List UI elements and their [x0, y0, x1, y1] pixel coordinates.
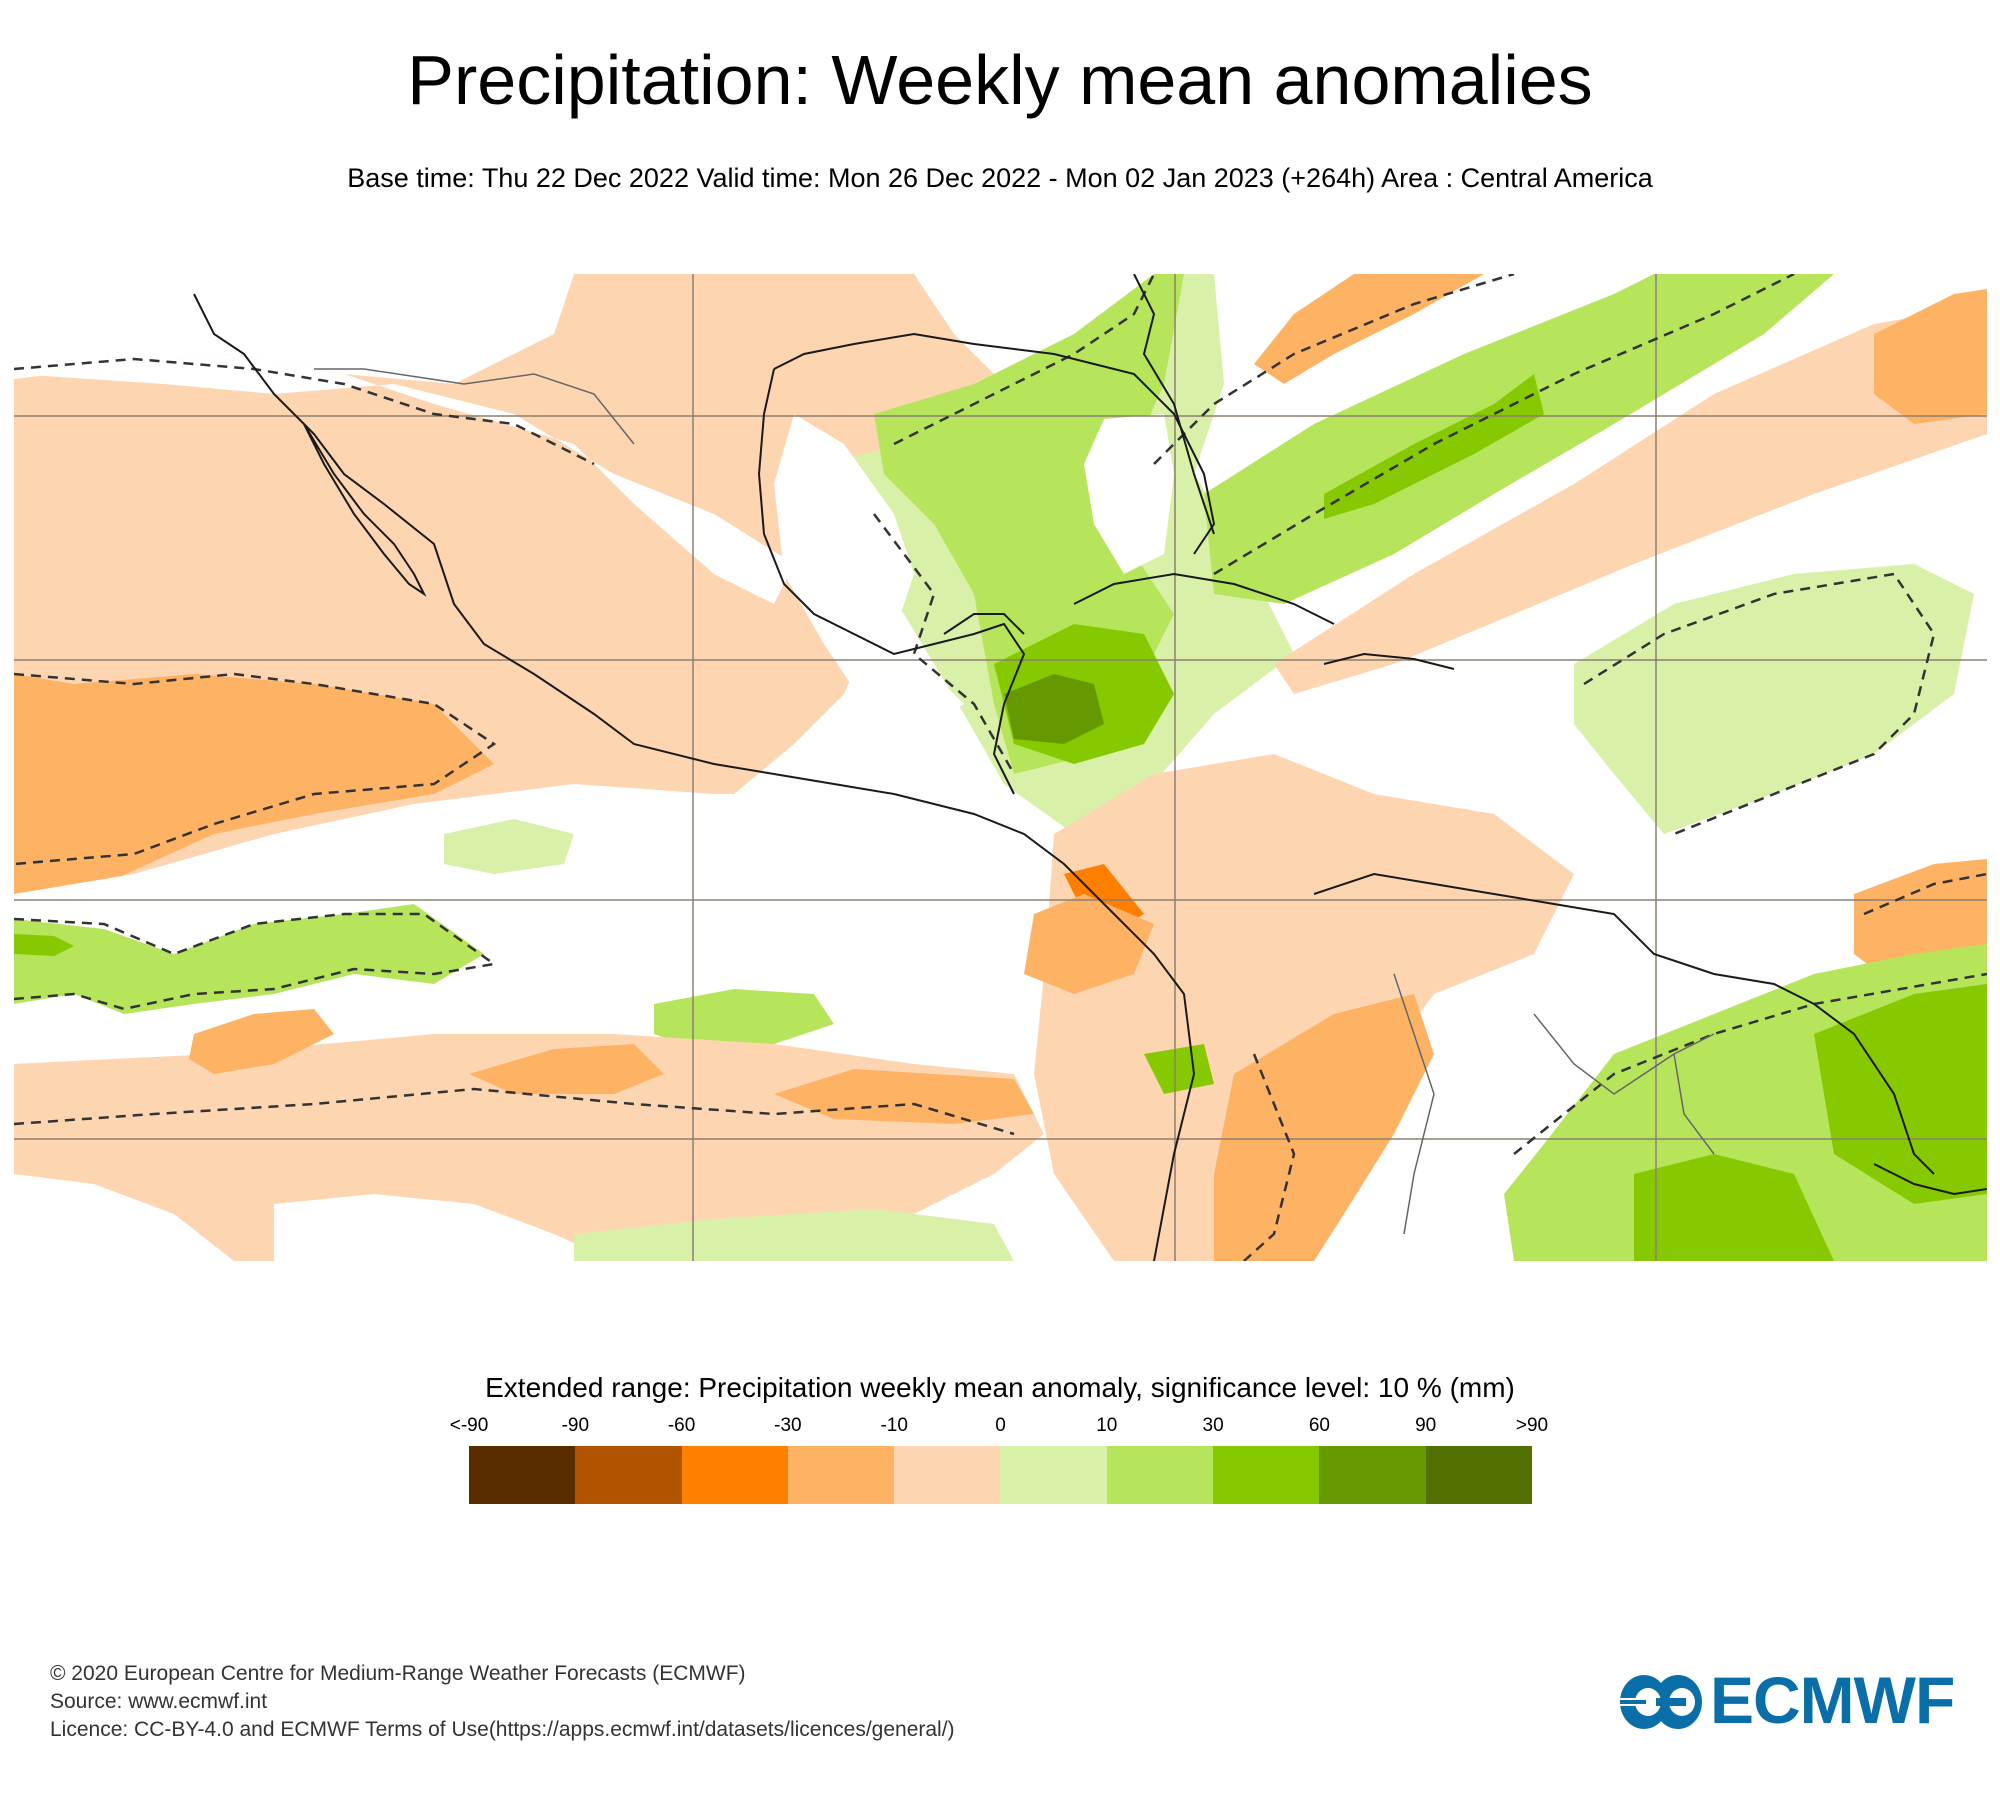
coast-gulf-west [757, 368, 1026, 795]
shade-green-colombia-patch [1144, 1044, 1214, 1094]
legend-label: 30 [1202, 1415, 1224, 1436]
shade-white-gulf [774, 414, 964, 734]
coastlines [193, 274, 1987, 1261]
legend-label: >90 [1515, 1415, 1549, 1436]
legend-labels: <-90 -90 -60 -30 -10 0 10 30 60 90 >90 [450, 1415, 1548, 1439]
anomaly-shading [14, 274, 1987, 1261]
shade-dark-green-caribbean [1004, 674, 1104, 744]
legend-label: 10 [1096, 1415, 1118, 1436]
shade-green-itcz [14, 904, 484, 1014]
legend-label: 0 [995, 1415, 1006, 1436]
significance-contours [14, 274, 1987, 1261]
country-borders [314, 368, 1715, 1235]
legend-swatch-4 [894, 1446, 1001, 1504]
shade-light-green-patch [444, 819, 574, 874]
legend-label: -30 [774, 1415, 802, 1436]
shade-white-pacific-band [14, 354, 794, 604]
contour-guiana [1513, 972, 1987, 1155]
shade-white-florida [1084, 414, 1174, 574]
shade-mid-orange-panama [1024, 894, 1154, 994]
legend-swatch-7 [1213, 1446, 1320, 1504]
shade-light-green-south [574, 1209, 1014, 1261]
contour-pacific-north [14, 357, 595, 466]
contour-atlantic-east [1583, 572, 1936, 836]
shade-orange-atlantic-nw [1254, 274, 1484, 384]
contour-colombia [1243, 1053, 1296, 1261]
legend-color-bar [469, 1446, 1532, 1504]
legend-label: -10 [880, 1415, 908, 1436]
border-us-mexico [314, 368, 635, 445]
coast-yucatan [943, 613, 1025, 635]
credits: © 2020 European Centre for Medium-Range … [50, 1660, 955, 1744]
contour-atlantic-ne [1863, 872, 1987, 916]
legend-label: 60 [1308, 1415, 1330, 1436]
shade-orange-pacific [14, 674, 494, 894]
coast-mexico-pacific [193, 293, 1196, 1261]
shade-light-orange-atlantic-band [1274, 304, 1987, 694]
shade-orange-colombia [1214, 994, 1434, 1261]
legend-swatch-1 [575, 1446, 682, 1504]
contour-itcz-green [14, 912, 498, 1011]
legend-label: -90 [561, 1415, 590, 1436]
shade-green-patch-2 [654, 989, 834, 1049]
shade-light-orange-colombia [1034, 754, 1574, 1261]
border-colombia-venezuela [1393, 973, 1435, 1235]
copyright-text: © 2020 European Centre for Medium-Range … [50, 1662, 746, 1685]
contour-atlantic-green-2 [1153, 274, 1515, 465]
coast-cuba [1073, 572, 1335, 625]
shade-green-atlantic [1204, 274, 1834, 604]
shade-white-south-2 [274, 1194, 614, 1261]
shade-bright-green-brazil-2 [1634, 1154, 1834, 1261]
coast-hispaniola [1323, 652, 1455, 670]
map-canvas [14, 274, 1987, 1261]
coast-florida [1133, 274, 1215, 535]
shade-orange-south-2 [469, 1044, 664, 1094]
legend-title: Extended range: Precipitation weekly mea… [485, 1372, 1515, 1403]
ecmwf-logo: ECMWF [1620, 1663, 1955, 1737]
licence-text: Licence: CC-BY-4.0 and ECMWF Terms of Us… [50, 1718, 955, 1741]
ecmwf-logo-icon [1620, 1675, 1702, 1729]
shade-orange-south-1 [189, 1009, 334, 1074]
legend-label: <-90 [449, 1415, 489, 1436]
legend-swatch-2 [681, 1446, 788, 1504]
border-venezuela-brazil [1533, 1013, 1715, 1095]
map-subtitle: Base time: Thu 22 Dec 2022 Valid time: M… [347, 163, 1653, 193]
coast-baja [303, 423, 427, 597]
legend-swatch-3 [787, 1446, 895, 1504]
border-guyana [1673, 1053, 1715, 1155]
legend-swatch-0 [469, 1446, 576, 1504]
legend-label: 90 [1415, 1415, 1437, 1436]
legend-swatch-6 [1106, 1446, 1214, 1504]
legend-label: -60 [667, 1415, 696, 1436]
shade-white-south [14, 1174, 234, 1261]
legend-swatch-5 [1000, 1446, 1107, 1504]
coast-amazon [1873, 1163, 1987, 1196]
ecmwf-logo-text: ECMWF [1710, 1663, 1955, 1737]
contour-pacific-central [14, 672, 497, 866]
coast-gulf [773, 332, 1216, 555]
lat-lon-gridlines [14, 274, 1987, 1261]
anomaly-map [14, 274, 1987, 1261]
shade-orange-atlantic-ne [1874, 289, 1987, 424]
map-title: Precipitation: Weekly mean anomalies [407, 41, 1593, 119]
legend-swatch-9 [1425, 1446, 1532, 1504]
contour-atlantic-green [1213, 274, 1795, 576]
shade-orange-south-3 [774, 1069, 1034, 1124]
legend-swatch-8 [1319, 1446, 1426, 1504]
shade-green-itcz-dark [14, 934, 74, 956]
contour-gulf [893, 274, 1156, 446]
shade-bright-green-atlantic [1324, 374, 1544, 519]
source-text: Source: www.ecmwf.int [50, 1690, 268, 1713]
coast-venezuela [1313, 872, 1935, 1175]
